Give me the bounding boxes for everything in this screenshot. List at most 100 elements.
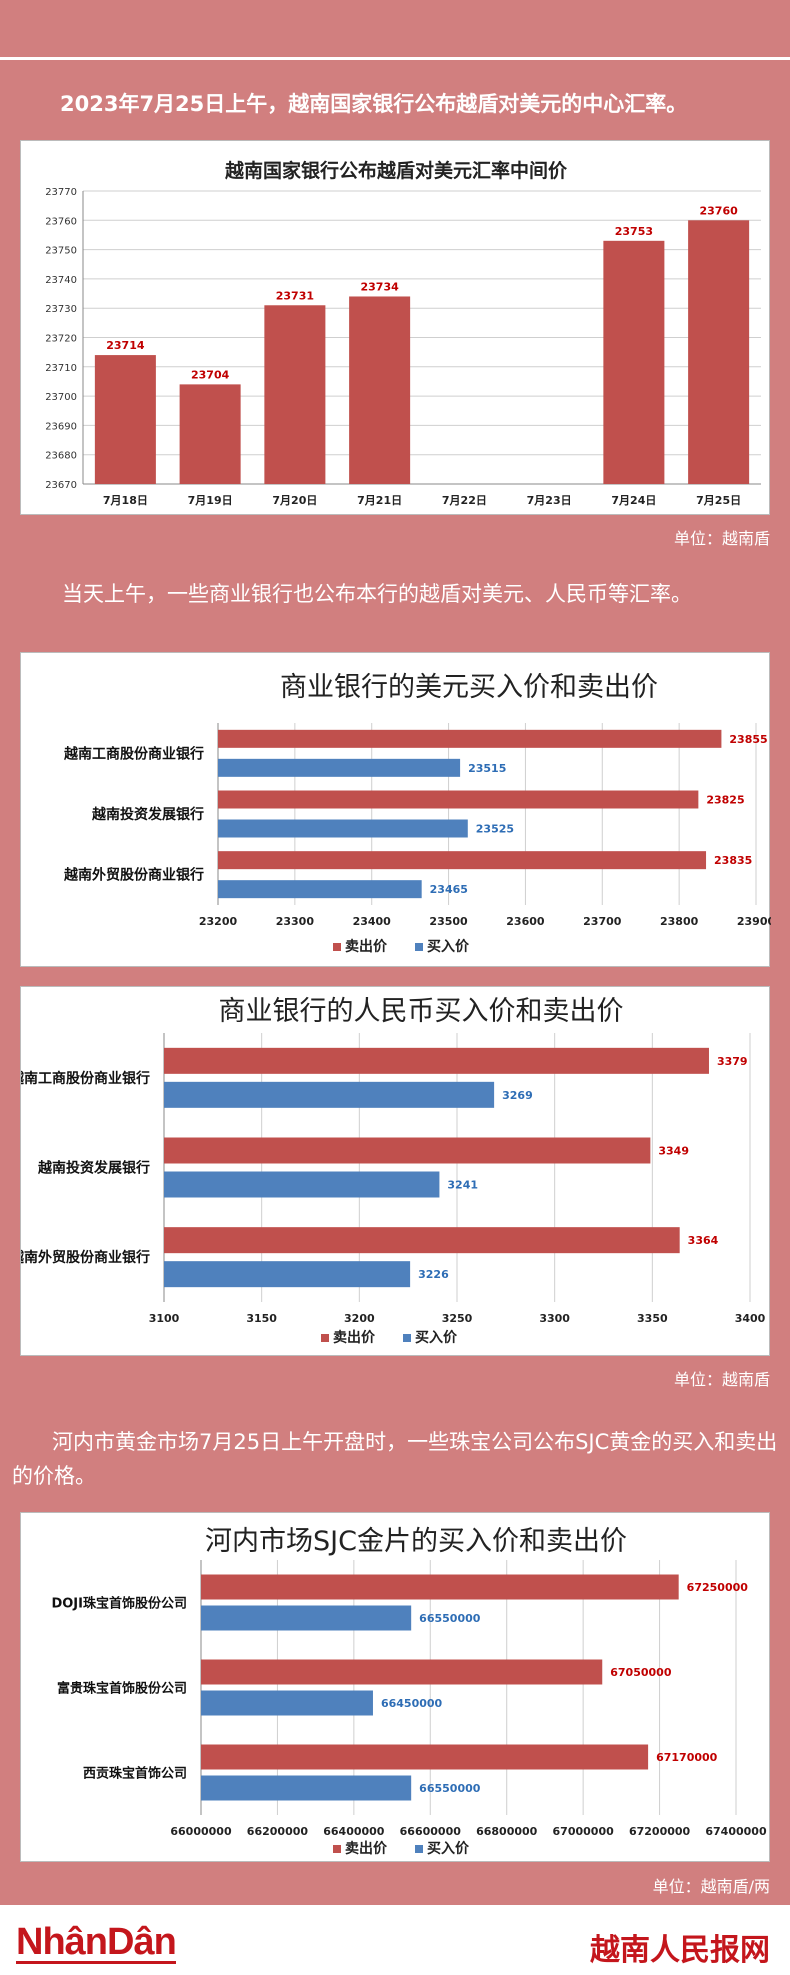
x-tick-label: 66400000 xyxy=(323,1825,385,1838)
x-tick-label: 7月23日 xyxy=(527,494,572,507)
chart-panel-cny-banks: 商业银行的人民币买入价和卖出价 3100 3150 3200 3250 3300 3350 3… xyxy=(20,986,770,1356)
data-label: 23525 xyxy=(476,823,514,836)
x-tick-label: 23600 xyxy=(506,915,545,928)
footer: NhânDân 越南人民报网 xyxy=(0,1905,790,1975)
data-label: 67250000 xyxy=(687,1581,749,1594)
chart-usd-buy-sell: 商业银行的美元买入价和卖出价 23200 23300 23400 23500 23600 2… xyxy=(63,672,771,955)
data-label: 3241 xyxy=(447,1179,478,1192)
legend-swatch-sell xyxy=(333,1845,341,1853)
data-label: 23704 xyxy=(191,368,230,381)
data-label: 3269 xyxy=(502,1089,533,1102)
x-tick-label: 3300 xyxy=(539,1312,570,1325)
chart-title: 商业银行的人民币买入价和卖出价 xyxy=(219,996,624,1027)
chart-panel-usd-central: 越南国家银行公布越盾对美元汇率中间价 23670 23680 23690 23700 23… xyxy=(20,140,770,515)
buy-bar xyxy=(164,1081,495,1108)
x-tick-label: 3200 xyxy=(344,1312,375,1325)
chart-title: 越南国家银行公布越盾对美元汇率中间价 xyxy=(224,159,568,182)
chart-panel-usd-banks: 商业银行的美元买入价和卖出价 23200 23300 23400 23500 23600 2… xyxy=(20,652,771,967)
data-label: 66550000 xyxy=(419,1782,481,1795)
data-label: 23855 xyxy=(729,733,767,746)
bar xyxy=(94,355,156,484)
x-tick-label: 67400000 xyxy=(705,1825,767,1838)
x-tick-label: 7月22日 xyxy=(442,494,487,507)
legend-swatch-buy xyxy=(415,1845,423,1853)
x-tick-label: 3250 xyxy=(442,1312,473,1325)
bar xyxy=(603,240,665,484)
gold-market-text: 河内市黄金市场7月25日上午开盘时，一些珠宝公司公布SJC黄金的买入和卖出的价格… xyxy=(12,1430,778,1488)
legend-label: 买入价 xyxy=(427,939,470,955)
nhandan-logo[interactable]: NhânDân xyxy=(16,1921,177,1964)
legend-label: 买入价 xyxy=(415,1330,458,1346)
x-tick-label: 7月18日 xyxy=(103,494,148,507)
data-label: 23825 xyxy=(706,794,744,807)
bar xyxy=(179,384,241,484)
x-tick-label: 66200000 xyxy=(247,1825,309,1838)
buy-bar xyxy=(201,1690,373,1716)
data-label: 3349 xyxy=(658,1145,689,1158)
unit-label-3: 单位：越南盾/两 xyxy=(652,1877,770,1896)
x-tick-label: 23200 xyxy=(199,915,238,928)
data-label: 23465 xyxy=(430,883,468,896)
y-tick-label: 23700 xyxy=(45,392,77,403)
buy-bar xyxy=(164,1171,440,1198)
x-tick-label: 23800 xyxy=(660,915,699,928)
category-label: 西贡珠宝首饰公司 xyxy=(83,1766,187,1782)
data-label: 66450000 xyxy=(381,1697,443,1710)
x-tick-label: 66000000 xyxy=(170,1825,232,1838)
buy-bar xyxy=(218,758,461,777)
y-tick-label: 23750 xyxy=(45,246,77,257)
x-tick-label: 23400 xyxy=(353,915,392,928)
bar xyxy=(688,220,750,485)
y-tick-label: 23680 xyxy=(45,451,77,462)
chart-title: 河内市场SJC金片的买入价和卖出价 xyxy=(205,1526,627,1557)
legend-label: 卖出价 xyxy=(345,938,388,955)
y-tick-label: 23770 xyxy=(45,187,77,198)
x-tick-label: 67200000 xyxy=(629,1825,691,1838)
data-label: 23835 xyxy=(714,854,752,867)
data-label: 23714 xyxy=(106,339,145,352)
data-label: 23515 xyxy=(468,762,506,775)
legend-label: 卖出价 xyxy=(333,1329,376,1346)
buy-bar xyxy=(201,1605,412,1631)
category-label: 越南外贸股份商业银行 xyxy=(63,867,204,884)
unit-label-2: 单位：越南盾 xyxy=(673,1370,770,1389)
legend-swatch-sell xyxy=(321,1334,329,1342)
intro-text: 2023年7月25日上午，越南国家银行公布越盾对美元的中心汇率。 xyxy=(60,92,688,116)
x-tick-label: 3100 xyxy=(149,1312,180,1325)
sell-bar xyxy=(164,1137,651,1164)
data-label: 67050000 xyxy=(610,1666,672,1679)
y-tick-label: 23710 xyxy=(45,363,77,374)
x-tick-label: 66800000 xyxy=(476,1825,538,1838)
data-label: 23731 xyxy=(276,289,314,302)
data-label: 3379 xyxy=(717,1055,748,1068)
data-label: 66550000 xyxy=(419,1612,481,1625)
legend-label: 买入价 xyxy=(427,1841,470,1857)
data-label: 23753 xyxy=(615,225,653,238)
chart-panel-gold: 河内市场SJC金片的买入价和卖出价 66000000 66200000 6640000… xyxy=(20,1512,770,1862)
y-tick-label: 23760 xyxy=(45,216,77,227)
unit-label-1: 单位：越南盾 xyxy=(673,529,770,548)
chart-cny-buy-sell: 商业银行的人民币买入价和卖出价 3100 3150 3200 3250 3300 3350 3… xyxy=(21,996,766,1346)
y-tick-label: 23670 xyxy=(45,480,77,491)
y-tick-label: 23690 xyxy=(45,421,77,432)
sell-bar xyxy=(201,1744,649,1770)
sell-bar xyxy=(218,729,722,748)
data-label: 23760 xyxy=(699,204,738,217)
x-tick-label: 3350 xyxy=(637,1312,668,1325)
x-tick-label: 7月20日 xyxy=(272,494,317,507)
category-label: 富贵珠宝首饰股份公司 xyxy=(57,1681,187,1697)
data-label: 67170000 xyxy=(656,1751,718,1764)
top-divider xyxy=(0,57,790,60)
x-tick-label: 23300 xyxy=(276,915,315,928)
y-tick-label: 23740 xyxy=(45,275,77,286)
x-tick-label: 3150 xyxy=(246,1312,277,1325)
x-tick-label: 7月21日 xyxy=(357,494,402,507)
x-tick-label: 7月19日 xyxy=(188,494,233,507)
x-tick-label: 67000000 xyxy=(553,1825,615,1838)
legend-label: 卖出价 xyxy=(345,1840,388,1857)
site-name: 越南人民报网 xyxy=(590,1933,770,1968)
x-tick-label: 23900 xyxy=(737,915,771,928)
buy-bar xyxy=(164,1261,411,1288)
y-tick-label: 23720 xyxy=(45,334,77,345)
bar xyxy=(349,296,411,484)
